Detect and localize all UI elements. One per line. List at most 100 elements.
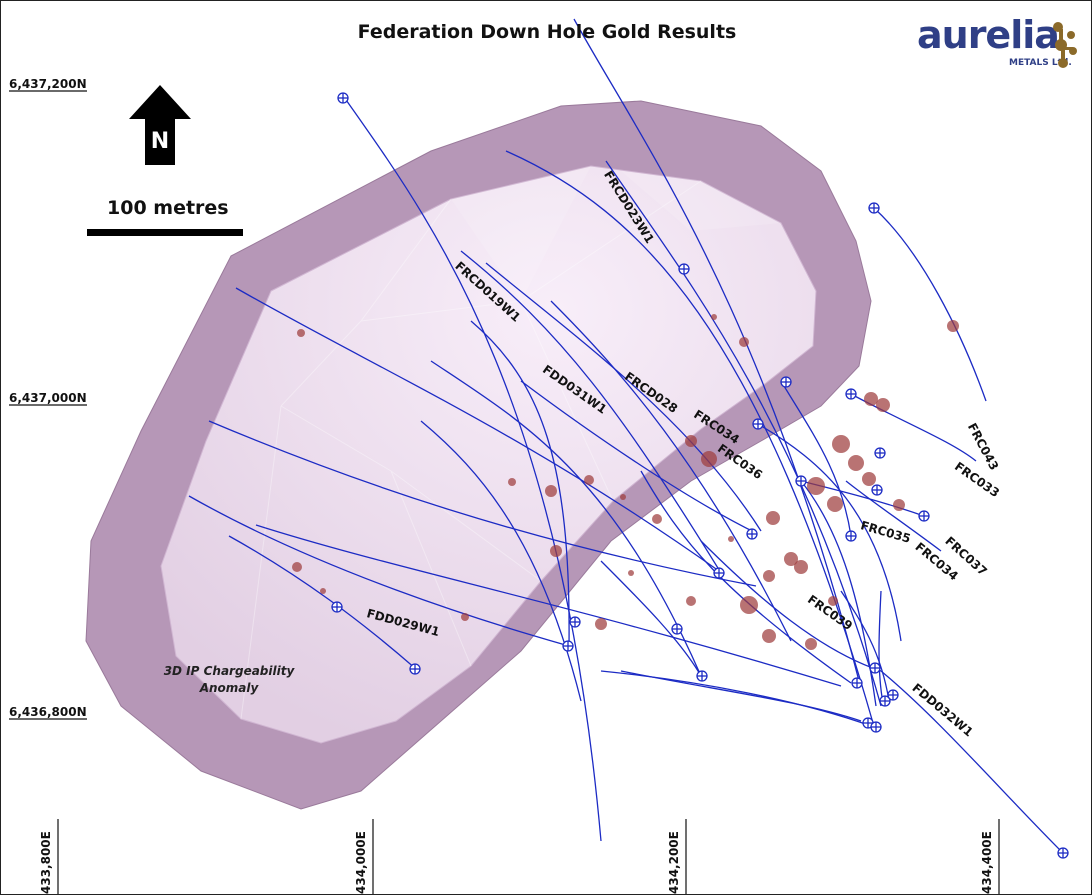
gold-intercept: [784, 552, 798, 566]
aurelia-logo: aurelia METALS Ltd.: [913, 13, 1083, 83]
easting-label: 433,800E: [39, 831, 53, 894]
drill-trace: [845, 480, 942, 552]
gold-intercept: [766, 511, 780, 525]
drill-trace: [228, 535, 417, 670]
drill-trace: [485, 262, 762, 532]
gold-intercept: [685, 435, 697, 447]
collar-marker: [869, 662, 881, 674]
drill-trace: [840, 590, 890, 702]
scale-bar: [87, 229, 243, 236]
collar-marker: [569, 616, 581, 628]
map-title: Federation Down Hole Gold Results: [357, 21, 737, 43]
drill-trace: [208, 420, 757, 587]
collar-marker: [678, 263, 690, 275]
drill-trace: [880, 670, 1064, 854]
collar-marker: [337, 92, 349, 104]
collar-marker: [331, 601, 343, 613]
collar-marker: [409, 663, 421, 675]
drill-trace: [343, 96, 602, 842]
collar-marker: [918, 510, 930, 522]
collar-marker: [713, 567, 725, 579]
collar-marker: [752, 418, 764, 430]
gold-intercept: [947, 320, 959, 332]
collar-marker: [862, 717, 874, 729]
gold-intercept: [550, 545, 562, 557]
easting-label: 434,200E: [667, 831, 681, 894]
drill-trace: [873, 207, 987, 402]
anomaly-label: 3D IP Chargeability Anomaly: [163, 664, 295, 695]
drill-trace: [640, 470, 852, 684]
drill-trace: [757, 423, 902, 642]
gold-intercept: [807, 477, 825, 495]
drill-trace: [470, 320, 570, 647]
gold-intercept: [876, 398, 890, 412]
gold-intercept: [686, 596, 696, 606]
gold-intercept: [827, 496, 843, 512]
molecule-icon: [1053, 22, 1077, 68]
drill-trace: [600, 560, 702, 677]
anomaly-inner-face: [160, 165, 817, 744]
gold-intercept: [711, 314, 717, 320]
collar-marker: [874, 447, 886, 459]
drill-trace: [235, 287, 720, 572]
gold-intercept: [848, 455, 864, 471]
gold-intercept: [620, 494, 626, 500]
collar-marker: [780, 376, 792, 388]
gold-intercept: [763, 570, 775, 582]
gold-intercept: [728, 536, 734, 542]
drill-trace: [520, 380, 757, 534]
collar-marker: [879, 695, 891, 707]
gold-intercept: [292, 562, 302, 572]
drill-trace: [605, 160, 882, 707]
collar-marker: [1057, 847, 1069, 859]
collar-marker: [562, 640, 574, 652]
gold-intercept: [545, 485, 557, 497]
gold-intercept: [893, 499, 905, 511]
collars: [331, 92, 1069, 859]
gold-intercept: [864, 392, 878, 406]
gold-intercepts: [292, 314, 959, 650]
north-arrow-label: N: [151, 129, 169, 154]
collar-marker: [868, 202, 880, 214]
logo-wordmark: aurelia: [917, 13, 1060, 57]
collar-marker: [795, 475, 807, 487]
collar-marker: [887, 689, 899, 701]
gold-intercept: [762, 629, 776, 643]
logo-subtitle: METALS Ltd.: [1009, 58, 1072, 68]
gold-intercept: [701, 451, 717, 467]
collar-marker: [871, 484, 883, 496]
collar-marker: [746, 528, 758, 540]
gold-intercept: [584, 475, 594, 485]
collar-marker: [870, 721, 882, 733]
scale-label: 100 metres: [107, 197, 229, 219]
gold-intercept: [508, 478, 516, 486]
gold-intercept: [740, 596, 758, 614]
collar-marker: [851, 677, 863, 689]
drill-trace: [700, 540, 882, 672]
northing-label: 6,437,000N: [9, 391, 87, 405]
drill-trace: [505, 150, 874, 724]
northing-label: 6,437,200N: [9, 77, 87, 91]
gold-intercept: [652, 514, 662, 524]
drill-trace: [550, 300, 792, 642]
coordinate-ticks: [9, 90, 1000, 894]
gold-intercept: [739, 337, 749, 347]
drill-trace: [600, 670, 872, 727]
drill-trace: [878, 590, 884, 704]
collar-marker: [845, 388, 857, 400]
drill-trace: [188, 495, 570, 647]
collar-marker: [671, 623, 683, 635]
gold-intercept: [595, 618, 607, 630]
easting-label: 434,000E: [354, 831, 368, 894]
collar-marker: [696, 670, 708, 682]
collar-marker: [845, 530, 857, 542]
gold-intercept: [628, 570, 634, 576]
gold-intercept: [794, 560, 808, 574]
drill-trace: [460, 250, 722, 574]
gold-intercept: [320, 588, 326, 594]
gold-intercept: [461, 613, 469, 621]
gold-intercept: [297, 329, 305, 337]
north-arrow-icon: N: [129, 85, 191, 165]
